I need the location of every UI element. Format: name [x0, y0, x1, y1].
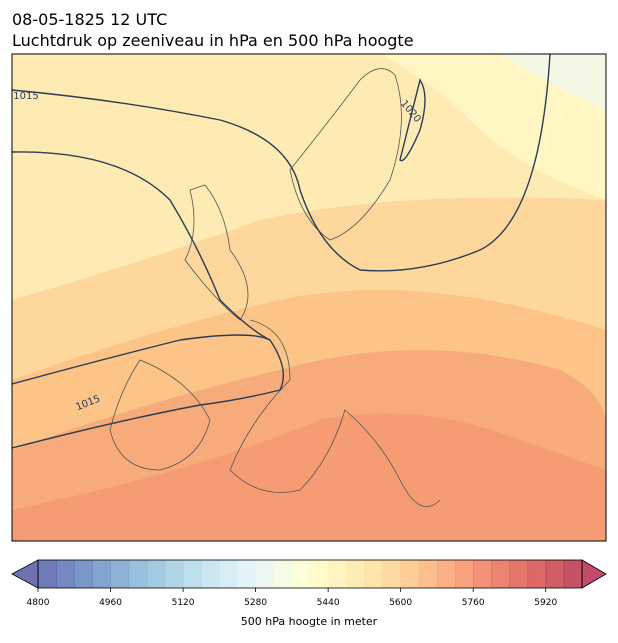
- colorbar-band: [38, 560, 57, 588]
- field: [500, 54, 606, 110]
- colorbar-band: [92, 560, 112, 588]
- colorbar-band: [563, 560, 583, 588]
- colorbar-frame: [37, 559, 583, 589]
- field: [12, 413, 606, 541]
- isobars: [12, 54, 551, 449]
- colorbar-band: [128, 560, 148, 588]
- colorbar-band: [364, 560, 384, 588]
- tick-label: 4800: [27, 598, 50, 608]
- tick-label: 5600: [389, 598, 412, 608]
- subtitle: Luchtdruk op zeeniveau in hPa en 500 hPa…: [12, 31, 414, 50]
- tick-label: 5440: [317, 598, 340, 608]
- tick-label: 5120: [172, 598, 195, 608]
- tick-label: 5280: [244, 598, 267, 608]
- map-frame: [11, 53, 607, 542]
- tick-label: 5920: [534, 598, 557, 608]
- colorbar-band: [201, 560, 220, 588]
- contour-label: 1015: [13, 91, 38, 102]
- colorbar-band: [346, 560, 365, 588]
- colorbar-band: [219, 560, 238, 588]
- colorbar-band: [436, 560, 456, 588]
- colorbar-band: [473, 560, 492, 588]
- colorbar-band: [255, 560, 275, 588]
- colorbar-band: [310, 560, 329, 588]
- colorbar-band: [455, 560, 474, 588]
- colorbar-band: [491, 560, 510, 588]
- tick-label: 4960: [99, 598, 122, 608]
- colorbar: 4800 4960 5120 5280 5440 5600 5760 5920: [11, 559, 607, 608]
- tick-label: 5760: [462, 598, 485, 608]
- coastlines: [109, 68, 441, 507]
- colorbar-extend-low: [11, 559, 39, 589]
- colorbar-band: [328, 560, 347, 588]
- field: [380, 54, 606, 200]
- colorbar-band: [146, 560, 166, 588]
- colorbar-band: [110, 560, 130, 588]
- colorbar-band: [527, 560, 547, 588]
- map: 1015 1015 1020: [12, 54, 606, 541]
- colorbar-band: [164, 560, 184, 588]
- colorbar-extend-high: [581, 559, 607, 589]
- colorbar-band: [291, 560, 311, 588]
- colorbar-label: 500 hPa hoogte in meter: [241, 615, 378, 628]
- colorbar-band: [273, 560, 293, 588]
- colorbar-band: [56, 560, 75, 588]
- colorbar-band: [237, 560, 257, 588]
- colorbar-band: [382, 560, 402, 588]
- colorbar-band: [183, 560, 202, 588]
- colorbar-band: [545, 560, 565, 588]
- colorbar-band: [509, 560, 529, 588]
- title: 08-05-1825 12 UTC: [12, 10, 167, 29]
- colorbar-band: [400, 560, 420, 588]
- colorbar-band: [418, 560, 438, 588]
- colorbar-band: [74, 560, 93, 588]
